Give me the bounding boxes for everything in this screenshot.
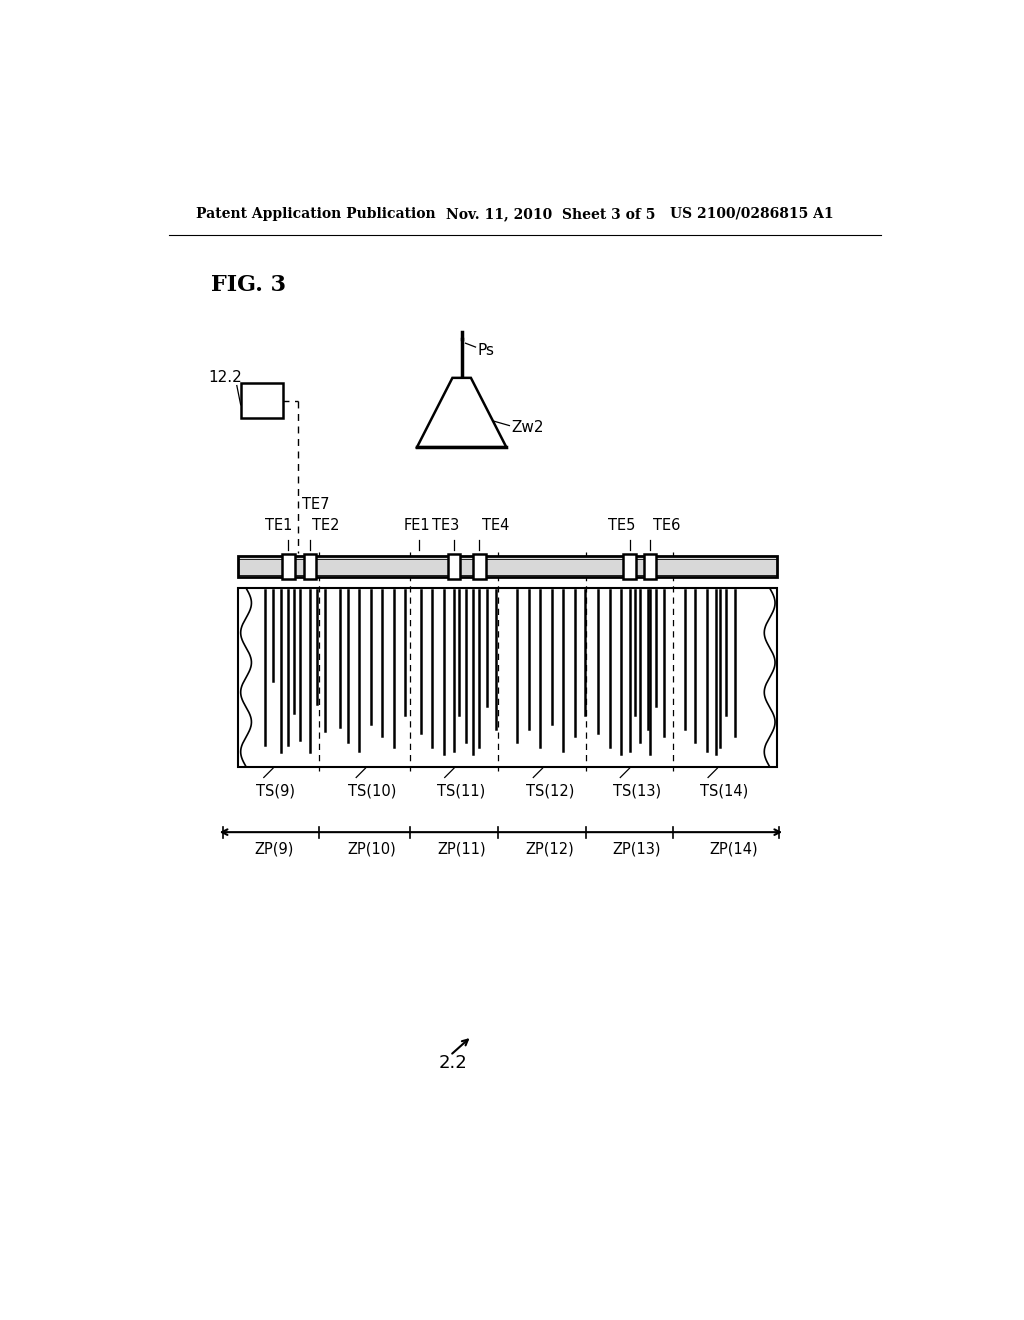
Text: TS(9): TS(9) — [256, 784, 295, 799]
Bar — [239, 589, 777, 767]
Text: ZP(9): ZP(9) — [254, 842, 294, 857]
Bar — [283, 554, 295, 579]
Text: 12.2: 12.2 — [208, 371, 242, 385]
Text: TS(12): TS(12) — [525, 784, 573, 799]
Text: ZP(10): ZP(10) — [347, 842, 396, 857]
Text: US 2100/0286815 A1: US 2100/0286815 A1 — [670, 207, 834, 220]
Text: ZP(14): ZP(14) — [710, 842, 758, 857]
Text: Ps: Ps — [477, 343, 494, 359]
Text: TE1: TE1 — [265, 519, 293, 533]
Bar — [624, 554, 636, 579]
Text: 2.2: 2.2 — [438, 1055, 467, 1072]
Text: TS(13): TS(13) — [612, 784, 660, 799]
Bar — [447, 554, 460, 579]
Text: Zw2: Zw2 — [512, 420, 544, 436]
Text: TE6: TE6 — [652, 519, 680, 533]
Text: TE7: TE7 — [301, 498, 329, 512]
Text: TS(14): TS(14) — [700, 784, 749, 799]
Text: FE1: FE1 — [403, 519, 430, 533]
Text: TE2: TE2 — [312, 519, 340, 533]
Text: Nov. 11, 2010  Sheet 3 of 5: Nov. 11, 2010 Sheet 3 of 5 — [446, 207, 655, 220]
Bar — [304, 554, 316, 579]
Text: Patent Application Publication: Patent Application Publication — [196, 207, 435, 220]
Bar — [644, 554, 656, 579]
Text: TE4: TE4 — [481, 519, 509, 533]
Text: TE3: TE3 — [432, 519, 460, 533]
Polygon shape — [417, 378, 506, 447]
Text: ZP(13): ZP(13) — [612, 842, 662, 857]
Text: TS(11): TS(11) — [437, 784, 485, 799]
Bar — [473, 554, 485, 579]
Text: TS(10): TS(10) — [348, 784, 397, 799]
Bar — [239, 556, 777, 577]
Text: ZP(12): ZP(12) — [525, 842, 573, 857]
Text: TE5: TE5 — [608, 519, 635, 533]
Text: ZP(11): ZP(11) — [437, 842, 485, 857]
Text: FIG. 3: FIG. 3 — [211, 275, 287, 297]
Bar — [241, 383, 283, 418]
